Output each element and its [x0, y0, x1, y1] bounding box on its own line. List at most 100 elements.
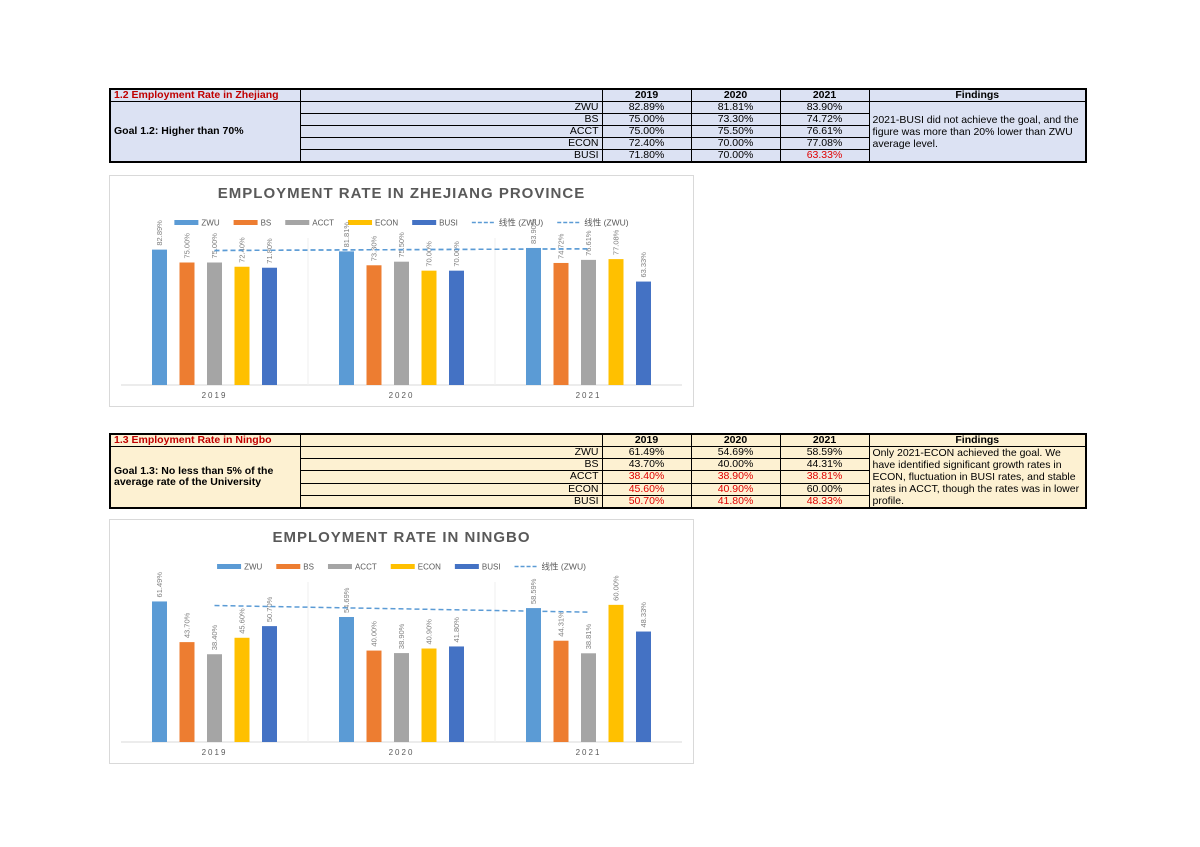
value-cell: 41.80% [690, 494, 781, 509]
value-cell: 70.00% [690, 149, 781, 163]
data-label: 73.30% [370, 236, 379, 262]
legend-label: BS [261, 219, 272, 228]
bar [234, 266, 250, 385]
bar [339, 616, 354, 742]
value-cell: 44.31% [779, 458, 870, 472]
column-header: 2019 [601, 433, 692, 447]
row-label: BUSI [299, 149, 603, 163]
row-label: ZWU [299, 101, 603, 114]
empty-cell [299, 88, 603, 102]
bar [636, 631, 651, 742]
chart: EMPLOYMENT RATE IN NINGBO ZWU BS ACCT ECON BU… [109, 519, 694, 764]
table-title: 1.3 Employment Rate in Ningbo [109, 433, 301, 447]
bar [449, 270, 464, 385]
row-label: BS [299, 113, 603, 126]
bar [207, 262, 222, 385]
data-label: 61.49% [155, 572, 164, 598]
bar [581, 259, 596, 385]
data-label: 40.00% [370, 621, 379, 647]
x-tick-label: 2019 [202, 391, 228, 400]
bar [636, 281, 651, 385]
data-label: 40.90% [425, 619, 434, 645]
goal-cell: Goal 1.2: Higher than 70% [109, 101, 301, 163]
row-label: ACCT [299, 470, 603, 484]
bar [366, 650, 382, 742]
data-label: 83.90% [529, 218, 538, 244]
bar [526, 247, 541, 385]
data-label: 54.69% [342, 587, 351, 613]
data-label: 38.90% [397, 623, 406, 649]
data-label: 82.89% [155, 220, 164, 246]
bar [421, 270, 437, 385]
value-cell: 60.00% [779, 482, 870, 496]
value-cell: 38.81% [779, 470, 870, 484]
data-label: 76.61% [584, 230, 593, 256]
bar [421, 648, 437, 742]
bar [608, 259, 624, 385]
chart-title: EMPLOYMENT RATE IN ZHEJIANG PROVINCE [218, 185, 585, 202]
data-label: 38.40% [210, 624, 219, 650]
x-tick-label: 2021 [576, 391, 602, 400]
legend-swatch [217, 564, 242, 569]
bar [339, 251, 354, 385]
column-header: 2021 [779, 433, 870, 447]
x-tick-label: 2019 [202, 748, 228, 757]
data-table: 1.3 Employment Rate in Ningbo 2019 2020 202… [109, 433, 1087, 509]
data-label: 81.81% [342, 222, 351, 248]
bar [234, 637, 250, 742]
bar [526, 608, 541, 742]
row-label: ECON [299, 482, 603, 496]
data-label: 38.81% [584, 624, 593, 650]
data-label: 77.08% [612, 229, 621, 255]
row-label: ECON [299, 137, 603, 150]
row-label: ACCT [299, 125, 603, 138]
value-cell: 82.89% [601, 101, 692, 114]
bar [179, 642, 195, 742]
bar [179, 262, 195, 385]
value-cell: 43.70% [601, 458, 692, 472]
value-cell: 74.72% [779, 113, 870, 126]
bar [553, 262, 569, 385]
x-tick-label: 2020 [389, 748, 415, 757]
column-header: 2021 [779, 88, 870, 102]
bar [394, 261, 409, 385]
bar [366, 265, 382, 385]
trendline [214, 604, 589, 613]
legend-swatch [285, 220, 310, 225]
legend-swatch [327, 564, 352, 569]
legend-swatch [174, 220, 199, 225]
legend: ZWU BS ACCT ECON BUSI 线性 (ZWU) [217, 562, 586, 572]
data-label: 70.00% [425, 241, 434, 267]
data-label: 63.33% [639, 252, 648, 278]
trendline [214, 248, 589, 252]
data-label: 48.33% [639, 602, 648, 628]
data-label: 45.60% [238, 608, 247, 634]
bar [553, 640, 569, 742]
value-cell: 71.80% [601, 149, 692, 163]
data-label: 41.80% [452, 617, 461, 643]
value-cell: 75.50% [690, 125, 781, 138]
goal-cell: Goal 1.3: No less than 5% of the average… [109, 446, 301, 509]
data-table: 1.2 Employment Rate in Zhejiang 2019 2020 2… [109, 88, 1087, 163]
value-cell: 50.70% [601, 494, 692, 509]
legend-swatch [390, 564, 415, 569]
value-cell: 73.30% [690, 113, 781, 126]
value-cell: 54.69% [690, 445, 781, 460]
value-cell: 77.08% [779, 137, 870, 150]
data-label: 75.00% [210, 233, 219, 259]
legend-swatch [348, 220, 373, 225]
bar [152, 249, 167, 385]
findings-cell: 2021-BUSI did not achieve the goal, and … [868, 101, 1087, 163]
table-title: 1.2 Employment Rate in Zhejiang [109, 88, 301, 102]
chart: EMPLOYMENT RATE IN ZHEJIANG PROVINCE ZWU B… [109, 175, 694, 407]
value-cell: 38.90% [690, 470, 781, 484]
value-cell: 48.33% [779, 494, 870, 509]
legend-label: BS [303, 563, 314, 572]
value-cell: 40.00% [690, 458, 781, 472]
legend-label: 线性 (ZWU) [584, 218, 629, 228]
data-label: 75.50% [397, 232, 406, 258]
data-label: 60.00% [612, 575, 621, 601]
legend-swatch [233, 220, 258, 225]
legend-label: 线性 (ZWU) [499, 218, 544, 228]
column-header: Findings [868, 88, 1087, 102]
